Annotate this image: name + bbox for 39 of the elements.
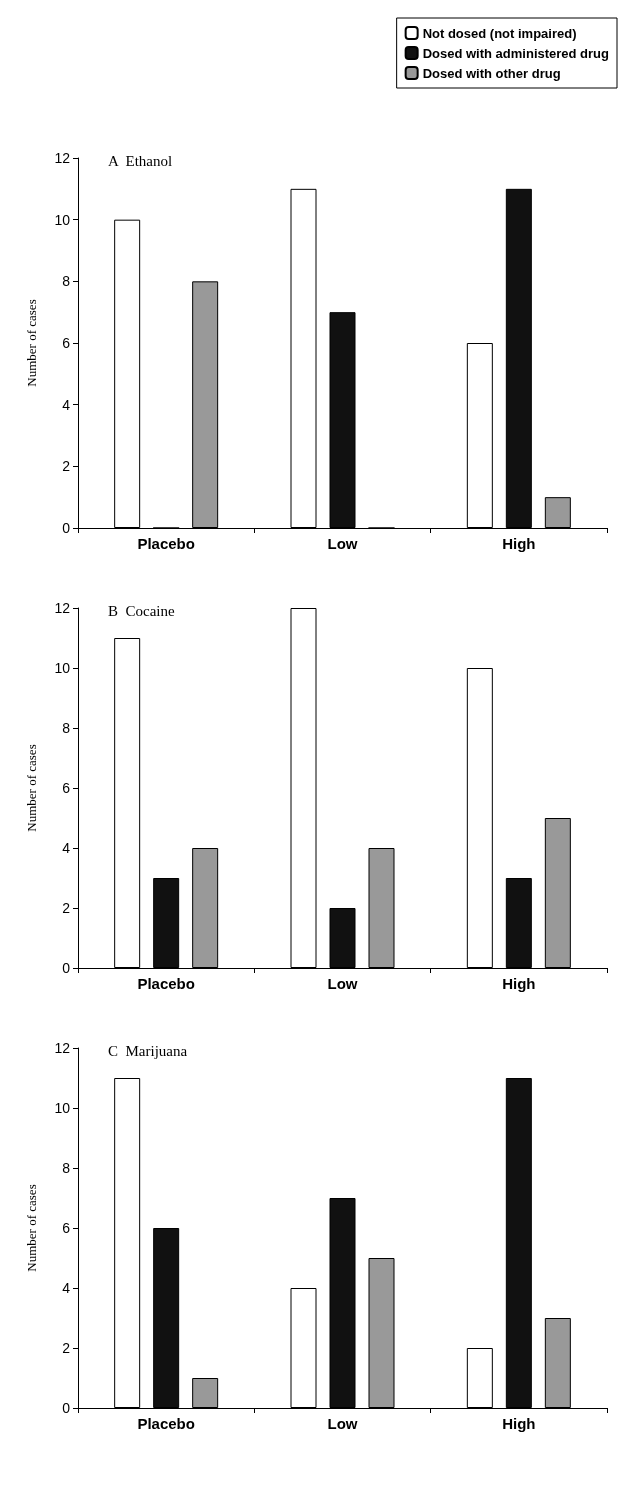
x-tick-label: High xyxy=(502,535,536,552)
chart-title: B Cocaine xyxy=(108,602,175,619)
x-tick-label: Placebo xyxy=(137,975,195,992)
x-tick-label: Low xyxy=(327,535,358,552)
x-tick-label: Placebo xyxy=(137,1415,195,1432)
x-tick-label: High xyxy=(502,1415,536,1432)
y-tick-label: 2 xyxy=(62,458,71,475)
legend-label: Not dosed (not impaired) xyxy=(422,25,577,41)
y-tick-label: 6 xyxy=(62,780,71,796)
y-tick-label: 10 xyxy=(54,1100,71,1116)
y-tick-label: 12 xyxy=(54,600,71,616)
chart-title: C Marijuana xyxy=(108,1042,188,1059)
x-tick-label: Low xyxy=(327,1415,358,1432)
y-tick-label: 2 xyxy=(62,1340,71,1356)
y-tick-label: 4 xyxy=(62,396,71,413)
y-tick-label: 8 xyxy=(62,273,71,290)
y-tick-label: 2 xyxy=(62,900,71,916)
x-tick-label: Placebo xyxy=(137,535,195,552)
y-axis-title: Number of cases xyxy=(24,299,39,387)
x-tick-label: Low xyxy=(327,975,358,992)
legend-label: Dosed with other drug xyxy=(422,65,561,81)
y-tick-label: 6 xyxy=(62,1220,71,1236)
y-tick-label: 6 xyxy=(62,335,71,351)
y-axis-title: Number of cases xyxy=(24,744,39,832)
x-tick-label: High xyxy=(502,975,536,992)
y-tick-label: 4 xyxy=(62,840,71,856)
y-tick-label: 12 xyxy=(54,150,71,166)
y-tick-label: 10 xyxy=(54,211,71,228)
y-tick-label: 8 xyxy=(62,1160,71,1176)
y-tick-label: 8 xyxy=(62,720,71,736)
y-tick-label: 10 xyxy=(54,660,71,676)
y-tick-label: 4 xyxy=(62,1280,71,1296)
y-tick-label: 0 xyxy=(62,1400,71,1416)
y-tick-label: 0 xyxy=(62,520,71,536)
y-axis-title: Number of cases xyxy=(24,1184,39,1272)
chart-title: A Ethanol xyxy=(108,152,173,169)
y-tick-label: 0 xyxy=(62,960,71,976)
y-tick-label: 12 xyxy=(54,1040,71,1056)
legend-label: Dosed with administered drug xyxy=(422,45,610,61)
